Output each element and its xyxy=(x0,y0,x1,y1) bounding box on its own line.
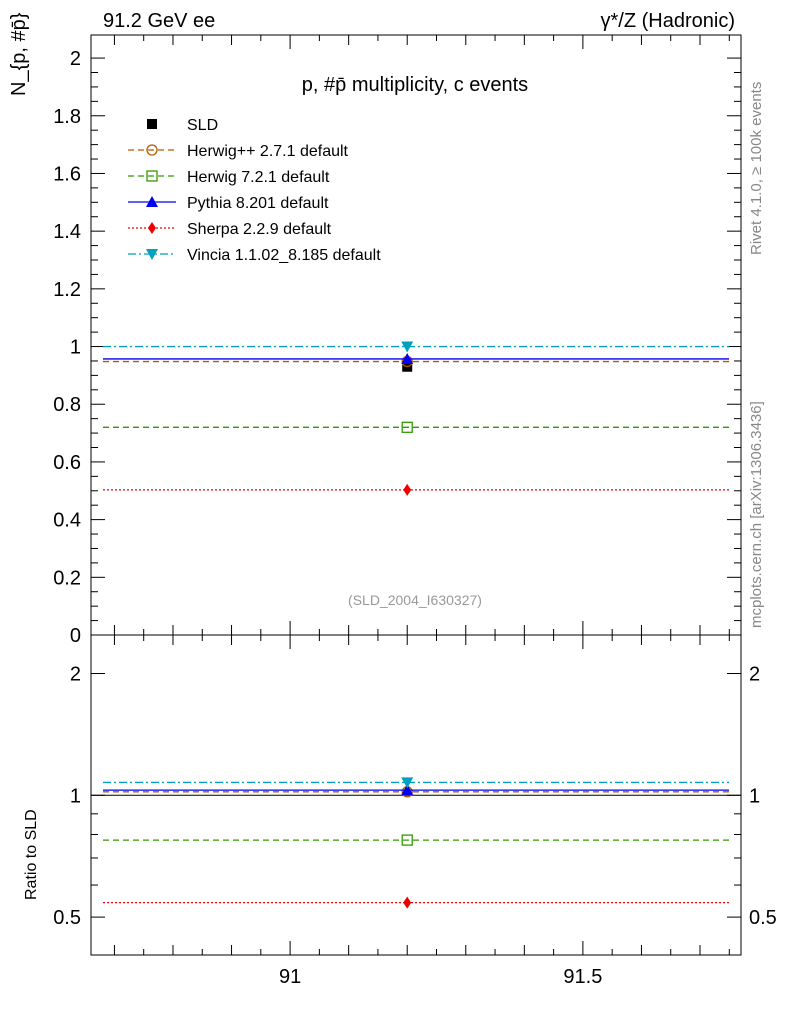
legend-marker xyxy=(148,222,156,234)
ratio-point-2 xyxy=(401,784,414,796)
ratio-y-axis-label: Ratio to SLD xyxy=(23,809,40,900)
ratio-y-tick-label: 1 xyxy=(70,785,81,807)
data-point-3 xyxy=(401,352,414,364)
y-tick-label: 1.4 xyxy=(53,221,81,243)
legend-label: Herwig++ 2.7.1 default xyxy=(187,143,349,160)
header-right: γ*/Z (Hadronic) xyxy=(601,10,735,32)
ratio-y-tick-label-right: 2 xyxy=(749,664,760,686)
y-tick-label: 2 xyxy=(70,48,81,70)
ratio-point-1 xyxy=(401,834,413,846)
y-tick-label: 1.6 xyxy=(53,163,81,185)
y-tick-label: 0.4 xyxy=(53,510,81,532)
data-point-4 xyxy=(403,483,412,496)
legend-marker xyxy=(146,170,158,182)
legend-marker xyxy=(147,119,157,129)
legend-marker xyxy=(146,249,158,260)
plot-title: p, #p̄ multiplicity, c events xyxy=(302,74,528,96)
data-point-5 xyxy=(401,341,414,353)
legend-label: Sherpa 2.2.9 default xyxy=(187,221,332,238)
ratio-point-3 xyxy=(403,896,412,909)
data-point-2 xyxy=(401,421,413,433)
ratio-y-tick-label-right: 0.5 xyxy=(749,907,777,929)
y-tick-label: 0.8 xyxy=(53,394,81,416)
legend-label: Vincia 1.1.02_8.185 default xyxy=(187,247,381,264)
ratio-y-tick-label: 2 xyxy=(70,664,81,686)
legend-marker xyxy=(146,144,158,156)
legend-label: Herwig 7.2.1 default xyxy=(187,169,330,186)
y-tick-label: 1.2 xyxy=(53,279,81,301)
x-tick-label: 91 xyxy=(279,966,301,988)
legend-label: SLD xyxy=(187,117,218,134)
legend-label: Pythia 8.201 default xyxy=(187,195,329,212)
y-tick-label: 0.2 xyxy=(53,567,81,589)
y-tick-label: 1 xyxy=(70,337,81,359)
y-tick-label: 1.8 xyxy=(53,106,81,128)
y-tick-label: 0 xyxy=(70,625,81,647)
ratio-y-tick-label: 0.5 xyxy=(53,907,81,929)
ratio-point-4 xyxy=(401,777,414,789)
y-axis-label: N_{p, #p̄} xyxy=(8,12,30,96)
x-tick-label: 91.5 xyxy=(563,966,602,988)
analysis-annotation: (SLD_2004_I630327) xyxy=(348,592,482,608)
y-tick-label: 0.6 xyxy=(53,452,81,474)
ratio-y-tick-label-right: 1 xyxy=(749,785,760,807)
header-left: 91.2 GeV ee xyxy=(103,10,215,32)
legend-marker xyxy=(146,196,158,207)
mcplots-label: mcplots.cern.ch [arXiv:1306.3436] xyxy=(748,401,765,628)
rivet-label: Rivet 4.1.0, ≥ 100k events xyxy=(748,82,765,255)
